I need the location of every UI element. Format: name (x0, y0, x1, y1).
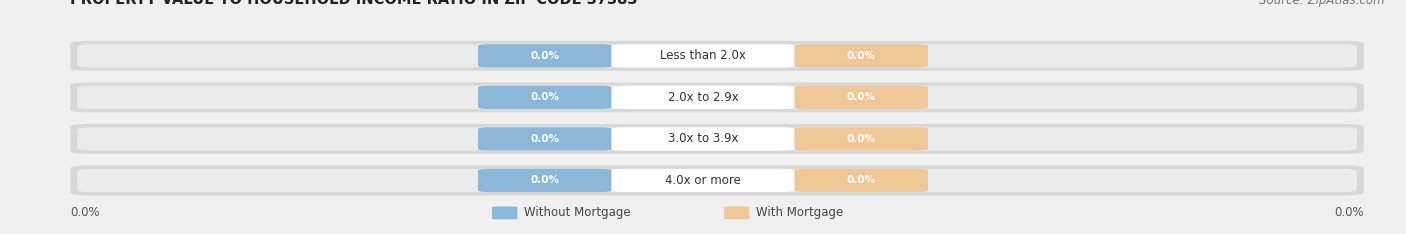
FancyBboxPatch shape (70, 41, 1364, 71)
Text: 3.0x to 3.9x: 3.0x to 3.9x (668, 132, 738, 146)
Text: 0.0%: 0.0% (1334, 206, 1364, 219)
Text: 0.0%: 0.0% (846, 176, 876, 186)
FancyBboxPatch shape (70, 82, 1364, 112)
FancyBboxPatch shape (612, 127, 794, 150)
Text: 4.0x or more: 4.0x or more (665, 174, 741, 187)
FancyBboxPatch shape (77, 169, 1357, 192)
Text: 0.0%: 0.0% (530, 51, 560, 61)
FancyBboxPatch shape (70, 165, 1364, 195)
Text: 0.0%: 0.0% (530, 92, 560, 102)
Text: 0.0%: 0.0% (530, 176, 560, 186)
FancyBboxPatch shape (612, 169, 794, 192)
FancyBboxPatch shape (77, 44, 1357, 67)
FancyBboxPatch shape (77, 127, 1357, 150)
Text: PROPERTY VALUE TO HOUSEHOLD INCOME RATIO IN ZIP CODE 37383: PROPERTY VALUE TO HOUSEHOLD INCOME RATIO… (70, 0, 638, 7)
FancyBboxPatch shape (77, 86, 1357, 109)
FancyBboxPatch shape (724, 206, 749, 219)
FancyBboxPatch shape (794, 169, 928, 192)
FancyBboxPatch shape (612, 86, 794, 109)
FancyBboxPatch shape (492, 206, 517, 219)
Text: 0.0%: 0.0% (846, 51, 876, 61)
Text: 0.0%: 0.0% (846, 92, 876, 102)
Text: Without Mortgage: Without Mortgage (524, 206, 631, 219)
Text: With Mortgage: With Mortgage (756, 206, 844, 219)
FancyBboxPatch shape (478, 169, 612, 192)
FancyBboxPatch shape (70, 124, 1364, 154)
FancyBboxPatch shape (794, 127, 928, 150)
Text: 0.0%: 0.0% (70, 206, 100, 219)
FancyBboxPatch shape (794, 86, 928, 109)
Text: 0.0%: 0.0% (846, 134, 876, 144)
FancyBboxPatch shape (478, 86, 612, 109)
Text: Less than 2.0x: Less than 2.0x (659, 49, 747, 62)
Text: Source: ZipAtlas.com: Source: ZipAtlas.com (1260, 0, 1385, 7)
FancyBboxPatch shape (612, 44, 794, 67)
FancyBboxPatch shape (478, 44, 612, 67)
FancyBboxPatch shape (478, 127, 612, 150)
Text: 0.0%: 0.0% (530, 134, 560, 144)
Text: 2.0x to 2.9x: 2.0x to 2.9x (668, 91, 738, 104)
FancyBboxPatch shape (794, 44, 928, 67)
